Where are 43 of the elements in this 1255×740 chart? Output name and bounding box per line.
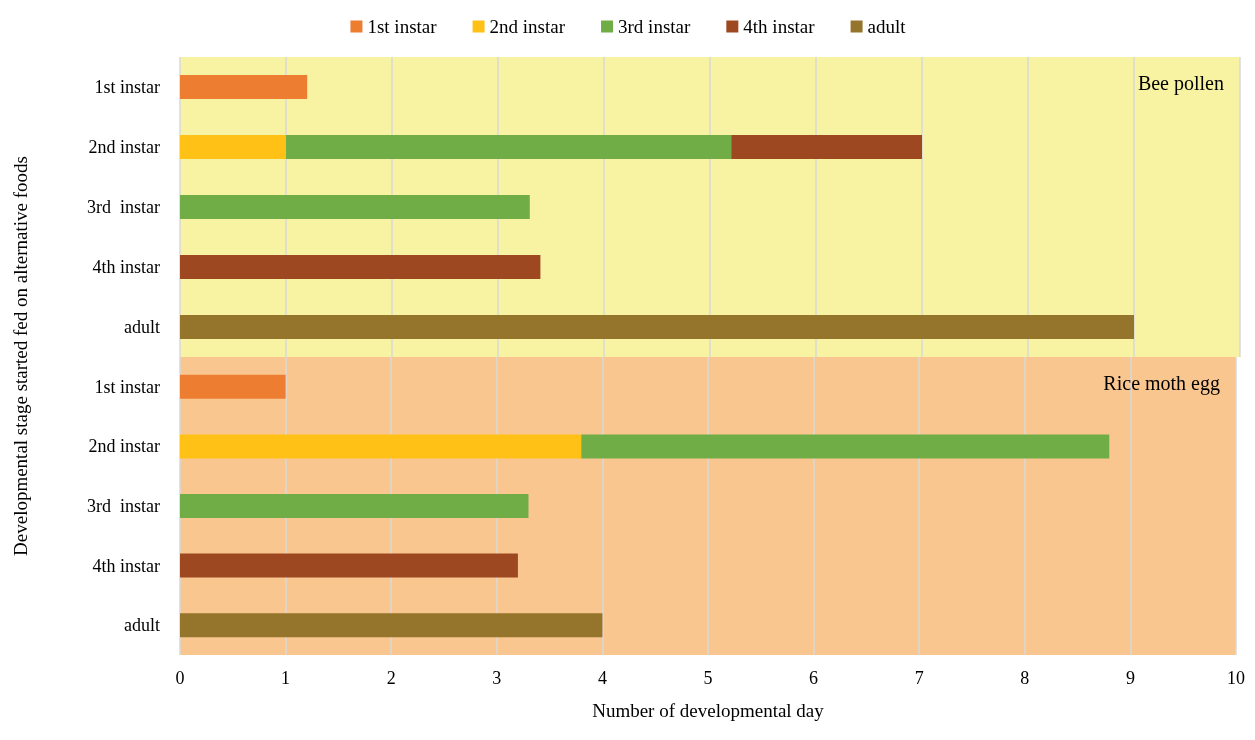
bar — [180, 135, 286, 159]
bar — [731, 135, 922, 159]
y-tick-label: 3rd instar — [87, 197, 161, 217]
bar — [180, 613, 603, 638]
bar — [180, 255, 541, 279]
x-tick-label: 0 — [175, 668, 185, 688]
legend-label: 1st instar — [367, 16, 438, 37]
y-tick-label: 1st instar — [94, 376, 160, 397]
x-tick-label: 4 — [597, 668, 607, 688]
legend-label: adult — [867, 16, 907, 37]
bar — [180, 315, 1134, 339]
x-tick-label: 3 — [492, 668, 502, 688]
x-tick-label: 6 — [809, 668, 819, 688]
y-tick-label: 4th instar — [92, 555, 160, 576]
bar — [180, 374, 286, 399]
legend-label: 3rd instar — [618, 16, 691, 37]
bar — [180, 434, 582, 459]
y-tick-label: 2nd instar — [88, 137, 160, 157]
legend-label: 2nd instar — [489, 16, 566, 37]
legend-label: 4th instar — [743, 16, 816, 37]
y-tick-label: adult — [124, 615, 160, 636]
x-tick-label: 9 — [1125, 668, 1135, 688]
x-tick-label: 8 — [1020, 668, 1030, 688]
y-tick-label: 2nd instar — [88, 436, 160, 457]
x-axis-title: Number of developmental day — [592, 700, 825, 721]
y-axis-title: Developmental stage started fed on alternative foods — [10, 156, 32, 556]
band-label: Bee pollen — [1137, 72, 1224, 95]
x-tick-label: 5 — [703, 668, 713, 688]
x-tick-label: 7 — [914, 668, 924, 688]
y-tick-label: adult — [124, 317, 160, 337]
x-tick-label: 10 — [1227, 668, 1245, 688]
bar — [180, 494, 529, 518]
bar — [180, 553, 518, 578]
bar — [581, 434, 1110, 459]
y-tick-label: 1st instar — [94, 77, 160, 97]
bar — [180, 75, 308, 99]
bar — [180, 195, 530, 219]
x-tick-label: 2 — [386, 668, 396, 688]
y-tick-label: 3rd instar — [87, 496, 161, 516]
y-tick-label: 4th instar — [92, 257, 160, 277]
band-label: Rice moth egg — [1103, 372, 1220, 395]
x-tick-label: 1 — [281, 668, 291, 688]
bar — [286, 135, 732, 159]
